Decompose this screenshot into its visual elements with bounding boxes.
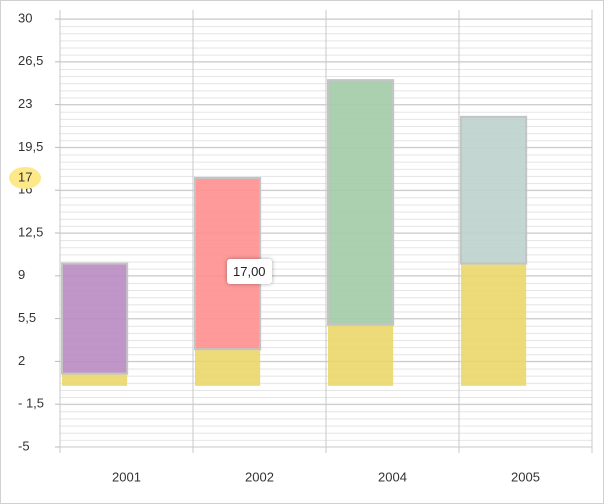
y-tick-label: -5 xyxy=(18,438,30,453)
bar-segment xyxy=(328,324,394,386)
x-tick-label: 2002 xyxy=(245,469,274,484)
y-tick-label: 26,5 xyxy=(18,53,43,68)
bar-segment xyxy=(61,262,129,375)
bar-segment xyxy=(460,115,528,265)
x-tick-label: 2005 xyxy=(511,469,540,484)
bar-segment xyxy=(62,373,128,386)
y-tick-label: 9 xyxy=(18,267,25,282)
x-tick-label: 2004 xyxy=(378,469,407,484)
bar-segment xyxy=(195,349,261,386)
tooltip: 17,00 xyxy=(227,259,272,284)
x-tick-label: 2001 xyxy=(112,469,141,484)
y-tick-label: 30 xyxy=(18,10,32,25)
y-tick-label: 5,5 xyxy=(18,310,36,325)
bar-segment xyxy=(327,79,395,326)
y-tick-label: 12,5 xyxy=(18,224,43,239)
bar-segment xyxy=(461,263,527,386)
y-tick-label: - 1,5 xyxy=(18,396,44,411)
y-tick-label: 23 xyxy=(18,96,32,111)
y-tick-label: 19,5 xyxy=(18,139,43,154)
crosshair-highlight xyxy=(9,166,41,189)
crosshair-label: 17 xyxy=(18,169,32,184)
y-tick-label: 2 xyxy=(18,353,25,368)
